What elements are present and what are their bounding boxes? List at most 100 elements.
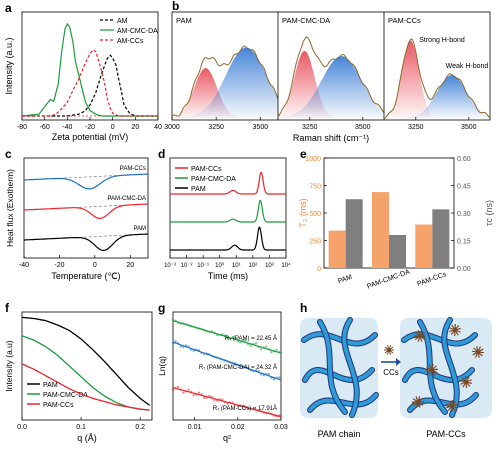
data-point-PAM-CCs [197, 391, 201, 394]
subpanel-label-b: PAM [176, 16, 192, 25]
data-point-PAM-CCs [182, 391, 185, 394]
y-tick-label-left-e: 750 [309, 184, 321, 191]
x-tick-label-b: 3000 [164, 124, 180, 131]
strand-group-right [441, 317, 460, 418]
legend-label-PAM-CCs: PAM-CCs [191, 166, 222, 173]
y-tick-label-left-e: 500 [309, 211, 321, 218]
y-axis-label-c: Heat flux (Exotherm) [5, 169, 15, 247]
x-tick-label-b: 3250 [208, 124, 224, 131]
panel-letter-e: e [300, 147, 307, 161]
plot-frame-g [172, 311, 282, 421]
x-axis-label-c: Temperature (℃) [51, 271, 120, 281]
polymer-strand [402, 332, 477, 346]
legend-label-AM: AM [117, 18, 128, 25]
data-point-PAM [275, 348, 278, 351]
x-tick-label-f: 0.2 [135, 424, 145, 431]
x-axis-label-g: q² [223, 433, 231, 443]
peak-area-PAM-CCs-0 [384, 40, 490, 118]
strand-group-right [407, 392, 479, 413]
data-point-PAM [254, 342, 258, 345]
polymer-strand [418, 320, 447, 414]
right-caption: PAM-CCs [426, 429, 466, 439]
bar-T2-PAM-CMC-DA [372, 192, 389, 268]
arrow-label: CCs [383, 368, 399, 377]
x-category-label-e: PAM-CMC-DA [366, 268, 411, 290]
panel-letter-a: a [5, 1, 12, 15]
dsc-curve-PAM [24, 233, 148, 251]
data-point-PAM-CMC-DA [272, 378, 276, 381]
cellulose-cluster-icon [387, 348, 391, 352]
x-tick-label-a: -80 [17, 124, 27, 131]
strand-group-right [417, 319, 448, 415]
bar-tauc-PAM-CMC-DA [389, 235, 406, 268]
x-axis-label-f: q (Å) [77, 433, 97, 443]
x-category-label-e: PAM-CCs [416, 271, 448, 288]
y-tick-label-left-e: 250 [309, 239, 321, 246]
legend-label-PAM-CMC-DA: PAM-CMC-DA [43, 392, 88, 399]
data-point-PAM-CMC-DA [267, 373, 271, 376]
dsc-curve-PAM-CCs [24, 173, 148, 190]
peak-area-PAM-CMC-DA-1 [278, 56, 384, 118]
x-tick-label-b: 3500 [253, 124, 269, 131]
cellulose-cluster [463, 379, 469, 385]
cellulose-cluster [417, 333, 423, 339]
subpanel-label-b: PAM-CCs [388, 16, 421, 25]
rg-annotation: R₇ (PAM) = 22.45 Å [225, 335, 277, 342]
y-tick-label-right-e: 0.30 [457, 211, 471, 218]
spectrum-line-PAM-CMC-DA [277, 36, 385, 118]
y-axis-label-left-e: T₂ (ms) [298, 198, 308, 227]
annotation-strong-hbond: Strong H-bond [419, 37, 465, 44]
y-tick-label-right-e: 0.45 [457, 184, 471, 191]
data-point-PAM-CMC-DA [278, 376, 281, 379]
data-point-PAM-CCs [208, 394, 211, 398]
data-point-PAM-CCs [176, 385, 180, 389]
x-tick-label-a: -60 [40, 124, 50, 131]
annotation-weak-hbond: Weak H-bond [446, 63, 489, 70]
dsc-curve-PAM-CMC-DA [24, 203, 148, 219]
data-point-PAM-CMC-DA [174, 340, 177, 343]
legend-label-PAM: PAM [191, 186, 206, 193]
relaxation-curve-PAM [170, 226, 286, 251]
y-axis-label-a: Intensity (a.u.) [4, 37, 14, 94]
polymer-strand [308, 393, 378, 412]
polymer-strand [442, 318, 459, 417]
polymer-strand [303, 368, 374, 382]
y-axis-label-f: Intensity (a.u) [4, 340, 14, 392]
plot-frame-b [171, 11, 491, 121]
plot-frame-c [23, 157, 149, 259]
peak-area-PAM-1 [172, 47, 278, 118]
x-tick-label-d: 10⁻¹ [197, 263, 209, 269]
spectrum-line-PAM [171, 45, 279, 118]
y-tick-label-right-e: 0.60 [457, 156, 471, 163]
panel-letter-d: d [158, 147, 165, 161]
fit-line-PAM-CMC-DA [172, 341, 282, 381]
y-axis-label-g: Ln(q) [157, 356, 167, 376]
series-line-AM [22, 54, 158, 117]
peak-area-PAM-0 [172, 68, 278, 118]
arrowhead-icon [396, 358, 401, 366]
polymer-strand [342, 318, 359, 417]
x-tick-label-c: -20 [54, 262, 64, 269]
x-tick-label-g: 0.03 [274, 424, 288, 431]
x-tick-label-a: -20 [85, 124, 95, 131]
y-tick-label-left-e: 0 [317, 266, 321, 273]
y-tick-label-right-e: 0.15 [457, 239, 471, 246]
curve-label-c: PAM [133, 226, 146, 232]
x-tick-label-c: 0 [93, 262, 97, 269]
x-category-label-e: PAM [337, 274, 353, 286]
x-tick-label-a: 0 [111, 124, 115, 131]
x-axis-label-a: Zeta potential (mV) [52, 132, 129, 142]
x-tick-label-b: 3250 [302, 124, 318, 131]
panel-letter-g: g [158, 301, 165, 315]
legend-label-PAM-CCs: PAM-CCs [43, 402, 74, 409]
legend-label-AM-CCs: AM-CCs [117, 38, 144, 45]
x-tick-label-c: -40 [19, 262, 29, 269]
scattering-curve-PAM [21, 316, 150, 406]
relaxation-curve-PAM-CMC-DA [170, 199, 286, 223]
cellulose-cluster [475, 349, 481, 355]
x-tick-label-a: 20 [131, 124, 139, 131]
panel-letter-b: b [172, 0, 179, 13]
x-tick-label-d: 10³ [265, 263, 274, 269]
bar-tauc-PAM [345, 199, 363, 268]
data-point-PAM [244, 339, 247, 342]
